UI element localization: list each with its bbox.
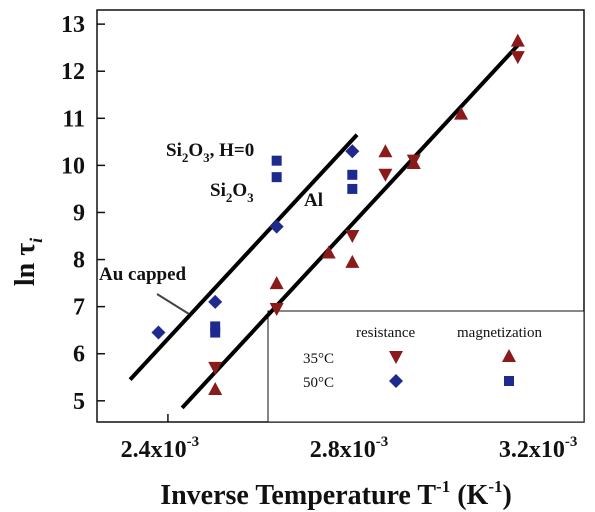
data-point-triangle-up xyxy=(269,276,284,290)
y-tick-label: 8 xyxy=(73,248,85,274)
data-point-triangle-up xyxy=(502,349,516,362)
data-point-triangle-up xyxy=(406,156,421,170)
fit-line xyxy=(180,43,520,410)
data-point-triangle-down xyxy=(345,230,360,244)
data-point-triangle-down xyxy=(378,168,393,182)
data-point-triangle-up xyxy=(208,382,223,396)
y-tick-label: 6 xyxy=(73,342,85,368)
data-point-diamond xyxy=(151,325,166,340)
y-tick-label: 5 xyxy=(73,389,85,415)
x-tick-label: 2.8x10-3 xyxy=(310,434,389,463)
legend-markers xyxy=(389,349,516,388)
data-point-triangle-up xyxy=(454,106,469,120)
annotation-au-capped: Au capped xyxy=(99,264,187,285)
data-point-triangle-down xyxy=(389,351,403,364)
annotation-au-capped-pointer xyxy=(156,293,190,315)
data-point-square xyxy=(347,183,358,194)
legend-header-resistance: resistance xyxy=(356,325,415,341)
y-tick-label: 13 xyxy=(61,12,85,38)
x-axis-ticks: 2.4x10-3 2.8x10-3 3.2x10-3 xyxy=(121,414,578,463)
data-point-square xyxy=(271,172,282,183)
data-point-diamond xyxy=(208,294,223,309)
y-tick-label: 7 xyxy=(73,295,85,321)
data-points xyxy=(151,33,525,396)
annotation-si2o3-h0: Si2O3, H=0 xyxy=(166,140,254,165)
data-point-square xyxy=(210,321,221,332)
data-point-diamond xyxy=(269,219,284,234)
data-point-square xyxy=(271,155,282,166)
data-point-triangle-down xyxy=(269,302,284,316)
y-axis-ticks: 5 6 7 8 9 10 11 12 13 xyxy=(61,12,105,415)
data-point-square xyxy=(210,327,221,338)
data-point-square xyxy=(504,376,514,386)
y-tick-label: 11 xyxy=(62,106,85,132)
fit-lines xyxy=(128,43,520,410)
legend-row-35c: 35°C xyxy=(303,351,334,367)
data-point-triangle-up xyxy=(345,254,360,268)
fit-line xyxy=(128,133,359,381)
data-point-diamond xyxy=(389,374,403,388)
annotation-al: Al xyxy=(304,190,323,211)
legend-header-magnetization: magnetization xyxy=(457,325,542,341)
data-point-diamond xyxy=(345,144,360,159)
y-axis-title: ln τi xyxy=(10,238,46,286)
data-point-square xyxy=(347,169,358,180)
x-axis-title: Inverse Temperature T-1 (K-1) xyxy=(160,477,512,511)
y-tick-label: 12 xyxy=(61,59,85,85)
data-point-triangle-down xyxy=(510,51,525,65)
data-point-triangle-up xyxy=(510,33,525,47)
legend-row-50c: 50°C xyxy=(303,375,334,391)
y-tick-label: 10 xyxy=(61,153,85,179)
annotation-si2o3: Si2O3 xyxy=(210,180,254,205)
data-point-triangle-up xyxy=(321,245,336,259)
data-point-triangle-up xyxy=(378,144,393,158)
y-tick-label: 9 xyxy=(73,200,85,226)
x-tick-label: 3.2x10-3 xyxy=(499,434,578,463)
data-point-triangle-down xyxy=(208,361,223,375)
legend-box xyxy=(267,310,585,423)
x-tick-label: 2.4x10-3 xyxy=(121,434,200,463)
